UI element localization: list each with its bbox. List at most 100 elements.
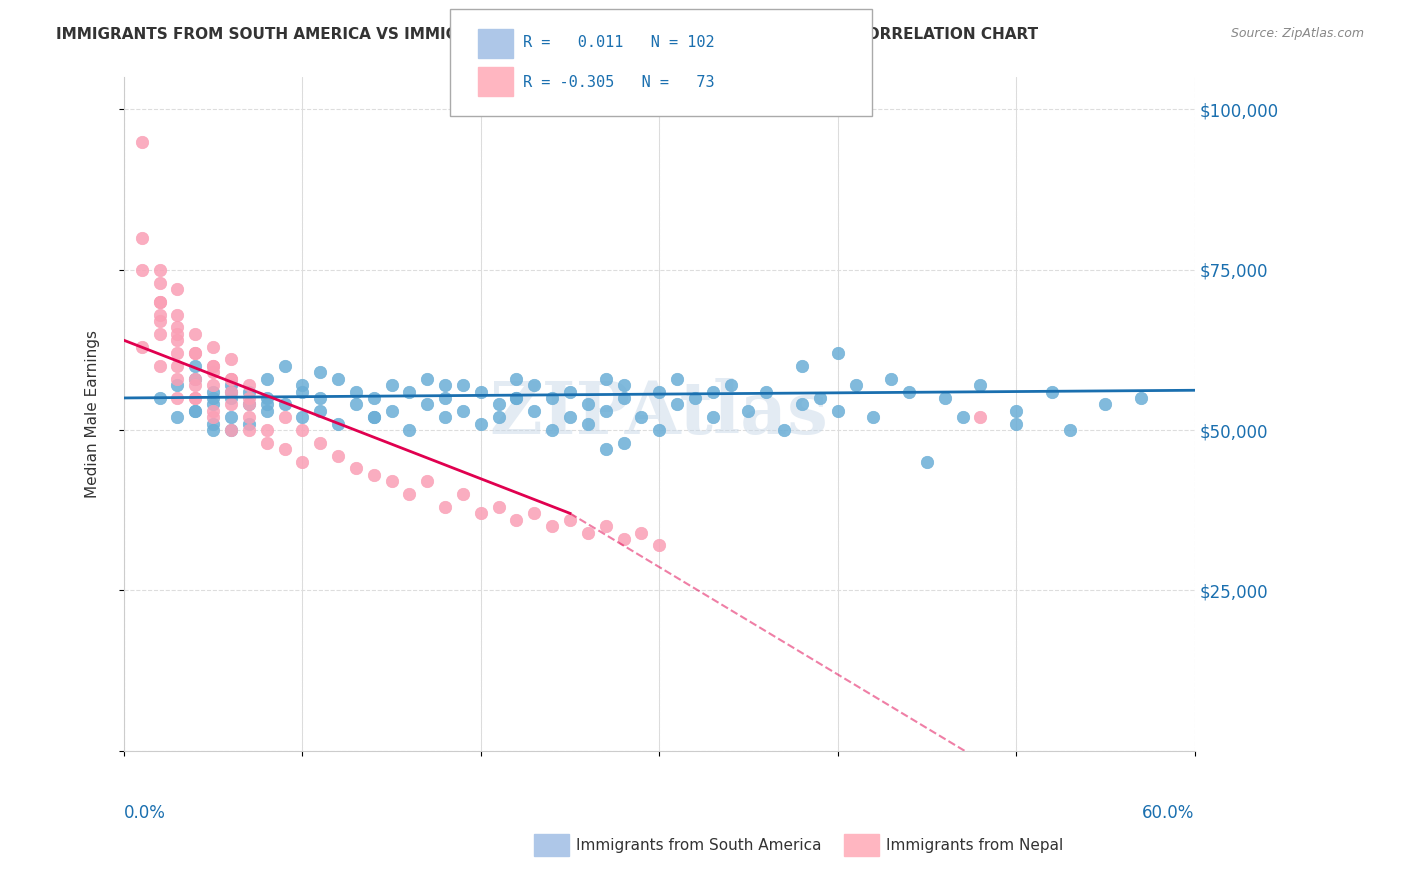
Point [291,378,314,392]
Point [149,308,172,322]
Point [219,423,242,437]
Point [416,475,439,489]
Point [523,378,546,392]
Text: R =   0.011   N = 102: R = 0.011 N = 102 [523,36,714,50]
Point [202,423,225,437]
Point [862,410,884,425]
Text: Immigrants from Nepal: Immigrants from Nepal [886,838,1063,853]
Point [880,372,903,386]
Point [238,378,260,392]
Text: Source: ZipAtlas.com: Source: ZipAtlas.com [1230,27,1364,40]
Text: ZIPAtlas: ZIPAtlas [489,378,828,450]
Point [219,384,242,399]
Point [309,435,332,450]
Point [451,404,474,418]
Point [256,404,278,418]
Point [844,378,866,392]
Point [666,372,689,386]
Point [184,391,207,405]
Point [434,378,457,392]
Point [470,384,492,399]
Point [238,417,260,431]
Point [576,525,599,540]
Point [434,391,457,405]
Point [291,423,314,437]
Point [363,391,385,405]
Point [238,423,260,437]
Point [1040,384,1063,399]
Point [363,410,385,425]
Point [219,384,242,399]
Point [505,372,527,386]
Point [595,404,617,418]
Point [238,410,260,425]
Point [184,326,207,341]
Point [648,538,671,552]
Point [612,391,634,405]
Point [434,410,457,425]
Point [309,404,332,418]
Point [149,326,172,341]
Point [808,391,831,405]
Point [1130,391,1153,405]
Point [256,397,278,411]
Point [326,449,349,463]
Point [131,230,153,244]
Point [202,340,225,354]
Point [630,525,652,540]
Point [488,500,510,514]
Point [648,384,671,399]
Point [256,372,278,386]
Point [202,359,225,373]
Y-axis label: Median Male Earnings: Median Male Earnings [86,330,100,498]
Point [149,294,172,309]
Point [523,507,546,521]
Point [398,423,420,437]
Point [595,519,617,533]
Point [184,359,207,373]
Point [969,410,991,425]
Point [451,487,474,501]
Point [238,391,260,405]
Point [612,435,634,450]
Point [344,461,367,475]
Point [666,397,689,411]
Point [202,384,225,399]
Point [184,346,207,360]
Point [630,410,652,425]
Point [648,423,671,437]
Point [166,391,188,405]
Point [309,391,332,405]
Point [202,359,225,373]
Point [184,404,207,418]
Point [291,384,314,399]
Point [219,372,242,386]
Point [202,417,225,431]
Text: 60.0%: 60.0% [1142,805,1195,822]
Point [898,384,921,399]
Point [166,372,188,386]
Point [256,423,278,437]
Point [149,276,172,290]
Point [720,378,742,392]
Point [683,391,706,405]
Point [184,404,207,418]
Point [202,391,225,405]
Text: IMMIGRANTS FROM SOUTH AMERICA VS IMMIGRANTS FROM NEPAL MEDIAN MALE EARNINGS CORR: IMMIGRANTS FROM SOUTH AMERICA VS IMMIGRA… [56,27,1039,42]
Point [273,397,295,411]
Point [380,475,402,489]
Point [184,346,207,360]
Point [184,391,207,405]
Point [558,384,581,399]
Point [612,532,634,546]
Point [273,410,295,425]
Point [344,397,367,411]
Point [541,519,564,533]
Point [184,372,207,386]
Point [934,391,956,405]
Point [827,404,849,418]
Point [131,340,153,354]
Point [612,378,634,392]
Point [790,397,813,411]
Point [273,359,295,373]
